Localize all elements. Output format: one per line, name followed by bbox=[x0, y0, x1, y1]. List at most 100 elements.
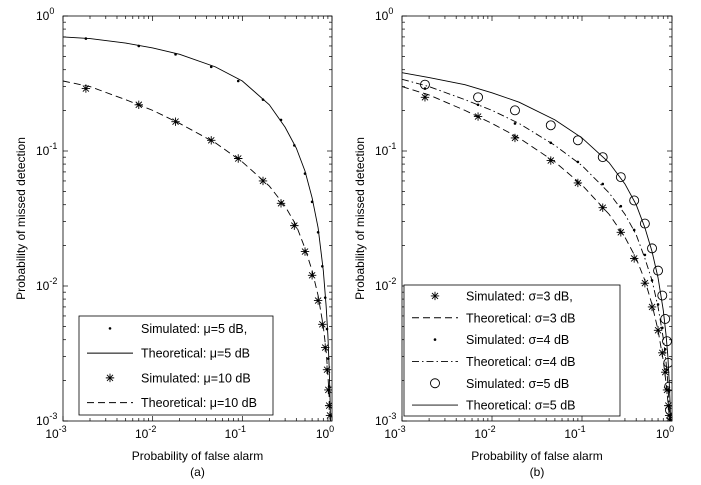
legend-box bbox=[403, 284, 621, 417]
series-line bbox=[63, 80, 331, 421]
legend-marker-sample bbox=[430, 291, 440, 301]
legend-entry: Theoretical: σ=3 dB bbox=[412, 311, 576, 325]
x-tick-base: 10 bbox=[135, 427, 149, 441]
legend-label: Theoretical: σ=3 dB bbox=[466, 311, 576, 325]
series-marker bbox=[290, 221, 299, 230]
series-marker bbox=[657, 290, 668, 301]
series-marker bbox=[473, 92, 484, 103]
series-marker bbox=[307, 271, 317, 280]
y-tick-label: 10-3 bbox=[375, 411, 396, 428]
series-marker bbox=[616, 228, 626, 237]
y-tick-base: 10 bbox=[375, 279, 389, 293]
x-tick-label: 100 bbox=[656, 424, 674, 441]
series-marker bbox=[576, 160, 580, 164]
series-marker bbox=[313, 296, 323, 305]
series-marker bbox=[236, 79, 240, 83]
series-marker bbox=[660, 367, 670, 377]
x-tick-exponent: -3 bbox=[398, 424, 406, 434]
legend-entry: Simulated: σ=5 dB bbox=[430, 377, 569, 391]
x-tick-label: 10-2 bbox=[135, 424, 156, 441]
series-marker bbox=[420, 79, 430, 90]
series-marker bbox=[573, 178, 583, 188]
series-marker bbox=[322, 365, 332, 374]
y-tick-base: 10 bbox=[375, 414, 389, 428]
x-tick-base: 10 bbox=[45, 427, 59, 441]
legend-label: Theoretical: σ=5 dB bbox=[466, 399, 576, 413]
legend: Simulated: σ=3 dB, Theoretical: σ=3 dB Sim… bbox=[403, 284, 621, 417]
series-marker bbox=[300, 247, 310, 256]
x-tick-exponent: -2 bbox=[488, 424, 496, 434]
series-marker bbox=[572, 135, 583, 146]
y-tick-label: 100 bbox=[36, 6, 54, 23]
y-axis-label: Probability of missed detection bbox=[353, 137, 367, 300]
plot-frame bbox=[62, 15, 333, 422]
series-marker bbox=[171, 117, 180, 126]
series-marker bbox=[324, 385, 332, 395]
y-tick-base: 10 bbox=[375, 144, 389, 158]
legend-marker-sample bbox=[105, 373, 115, 383]
y-tick-exponent: -1 bbox=[49, 141, 57, 151]
series-marker bbox=[276, 199, 286, 208]
series-marker bbox=[653, 265, 664, 276]
series-marker bbox=[545, 120, 556, 131]
y-tick-base: 10 bbox=[36, 9, 50, 23]
series-marker bbox=[619, 204, 623, 208]
x-tick-exponent: -2 bbox=[148, 424, 156, 434]
series-marker bbox=[318, 320, 327, 329]
y-tick-exponent: 0 bbox=[388, 6, 393, 16]
x-tick-label: 10-3 bbox=[384, 424, 405, 441]
legend-box bbox=[78, 315, 274, 416]
series-marker bbox=[653, 326, 663, 335]
legend-label: Simulated: μ=10 dB bbox=[141, 371, 251, 385]
y-tick-exponent: -1 bbox=[388, 141, 396, 151]
series-marker bbox=[510, 105, 520, 116]
legend-label: Theoretical: μ=10 dB bbox=[141, 396, 257, 410]
axis-ticks bbox=[62, 15, 333, 422]
y-tick-exponent: -2 bbox=[388, 276, 396, 286]
series-marker bbox=[643, 253, 647, 257]
legend-label: Simulated: σ=3 dB, bbox=[466, 289, 573, 303]
series-marker bbox=[81, 84, 91, 93]
x-tick-base: 10 bbox=[564, 427, 578, 441]
series-marker bbox=[660, 314, 671, 324]
series-line bbox=[402, 72, 672, 421]
y-tick-label: 10-2 bbox=[375, 276, 396, 293]
y-tick-label: 10-2 bbox=[36, 276, 57, 293]
legend-label: Simulated: σ=4 dB bbox=[466, 333, 569, 347]
x-tick-label: 100 bbox=[316, 424, 334, 441]
x-tick-base: 10 bbox=[225, 427, 239, 441]
y-tick-base: 10 bbox=[36, 144, 50, 158]
series-marker bbox=[665, 368, 669, 371]
y-axis-label: Probability of missed detection bbox=[14, 137, 28, 300]
series-marker bbox=[632, 228, 636, 232]
series-marker bbox=[546, 156, 555, 165]
legend-entry: Simulated: μ=10 dB bbox=[105, 371, 251, 385]
x-tick-base: 10 bbox=[316, 427, 330, 441]
series-group bbox=[402, 72, 672, 421]
legend: Simulated: μ=5 dB, Theoretical: μ=5 dB Sim… bbox=[78, 315, 274, 416]
legend-entry: Simulated: μ=5 dB, bbox=[108, 322, 247, 336]
y-tick-label: 10-1 bbox=[36, 141, 57, 158]
y-tick-label: 10-3 bbox=[36, 411, 57, 428]
legend-entry: Theoretical: σ=4 dB bbox=[412, 355, 576, 369]
legend-marker-sample bbox=[108, 327, 112, 330]
legend-marker-sample bbox=[433, 338, 437, 341]
x-tick-exponent: -1 bbox=[238, 424, 246, 434]
y-tick-label: 100 bbox=[375, 6, 393, 23]
panel-label: (b) bbox=[530, 465, 545, 479]
x-tick-label: 10-1 bbox=[225, 424, 246, 441]
legend-label: Theoretical: μ=5 dB bbox=[141, 347, 250, 361]
legend-label: Theoretical: σ=4 dB bbox=[466, 355, 576, 369]
legend-entry: Theoretical: μ=10 dB bbox=[87, 396, 257, 410]
y-tick-exponent: 0 bbox=[49, 6, 54, 16]
x-axis-label: Probability of false alarm bbox=[471, 449, 602, 463]
y-tick-label: 10-1 bbox=[375, 141, 396, 158]
series-marker bbox=[615, 172, 626, 183]
x-tick-label: 10-1 bbox=[564, 424, 585, 441]
x-tick-exponent: -1 bbox=[578, 424, 586, 434]
series-marker bbox=[420, 93, 430, 102]
y-tick-base: 10 bbox=[36, 279, 50, 293]
legend-marker-sample bbox=[430, 378, 440, 389]
series-marker bbox=[629, 195, 640, 206]
